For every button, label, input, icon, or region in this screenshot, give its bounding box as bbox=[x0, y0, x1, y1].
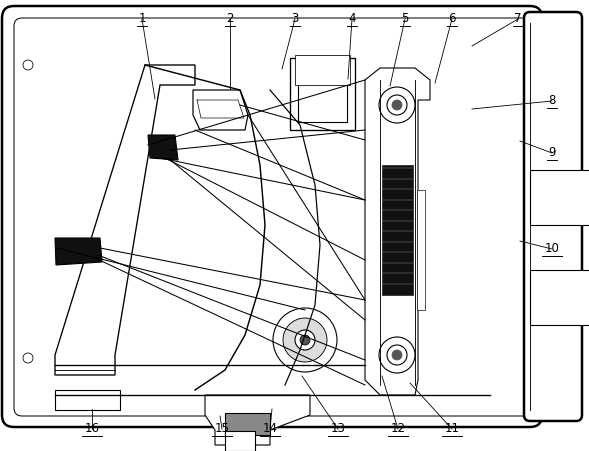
Polygon shape bbox=[365, 68, 430, 395]
Text: 2: 2 bbox=[226, 13, 234, 26]
Polygon shape bbox=[205, 395, 310, 445]
Text: 11: 11 bbox=[445, 423, 459, 436]
Circle shape bbox=[300, 335, 310, 345]
Circle shape bbox=[387, 95, 407, 115]
Bar bbox=[530, 170, 589, 225]
Bar bbox=[55, 390, 120, 410]
Polygon shape bbox=[55, 238, 102, 265]
Bar bbox=[298, 66, 347, 122]
Bar bbox=[417, 190, 425, 310]
Bar bbox=[225, 431, 255, 451]
Bar bbox=[530, 270, 589, 325]
Text: 13: 13 bbox=[330, 423, 345, 436]
Text: 15: 15 bbox=[214, 423, 230, 436]
Text: 6: 6 bbox=[448, 13, 456, 26]
Polygon shape bbox=[382, 165, 413, 295]
Text: 9: 9 bbox=[548, 147, 556, 160]
Text: 12: 12 bbox=[391, 423, 405, 436]
Text: 16: 16 bbox=[84, 423, 100, 436]
Bar bbox=[295, 55, 350, 85]
Bar bbox=[290, 58, 355, 130]
Polygon shape bbox=[193, 90, 248, 130]
Text: 5: 5 bbox=[401, 13, 409, 26]
Text: 10: 10 bbox=[545, 243, 560, 256]
Circle shape bbox=[379, 87, 415, 123]
Text: 1: 1 bbox=[138, 13, 145, 26]
Circle shape bbox=[273, 308, 337, 372]
Text: 8: 8 bbox=[548, 95, 555, 107]
Text: 7: 7 bbox=[514, 13, 522, 26]
Text: 14: 14 bbox=[263, 423, 277, 436]
Text: 4: 4 bbox=[348, 13, 356, 26]
FancyBboxPatch shape bbox=[2, 6, 542, 427]
Polygon shape bbox=[148, 135, 178, 160]
Circle shape bbox=[392, 100, 402, 110]
FancyBboxPatch shape bbox=[524, 12, 582, 421]
Circle shape bbox=[387, 345, 407, 365]
Circle shape bbox=[295, 330, 315, 350]
Circle shape bbox=[392, 350, 402, 360]
Circle shape bbox=[379, 337, 415, 373]
Bar bbox=[225, 413, 270, 435]
Text: 3: 3 bbox=[292, 13, 299, 26]
Polygon shape bbox=[55, 65, 195, 375]
Circle shape bbox=[283, 318, 327, 362]
